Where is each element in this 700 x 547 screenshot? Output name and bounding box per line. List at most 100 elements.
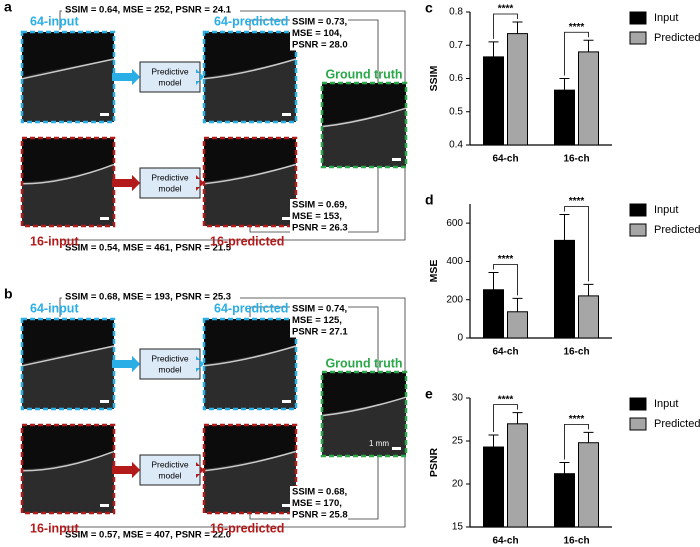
error-bar bbox=[583, 39, 594, 52]
error-bar bbox=[488, 41, 499, 57]
y-tick-label: 0 bbox=[457, 333, 463, 344]
label-bg bbox=[62, 529, 240, 542]
panel-label: d bbox=[425, 192, 434, 208]
y-tick-label: 30 bbox=[452, 393, 464, 404]
x-tick-label: 16-ch bbox=[563, 154, 589, 165]
tissue-texture bbox=[322, 397, 406, 456]
legend-label: Input bbox=[654, 398, 678, 410]
scale-bar bbox=[282, 400, 291, 403]
y-tick-label: 0.8 bbox=[449, 7, 463, 18]
error-bar bbox=[559, 78, 570, 91]
tissue-surface bbox=[21, 58, 115, 80]
tissue-texture bbox=[22, 346, 114, 409]
metrics-text: PSNR = 26.3 bbox=[292, 223, 348, 234]
tissue-surface bbox=[321, 107, 407, 128]
y-tick-label: 400 bbox=[446, 256, 463, 267]
error-bar bbox=[512, 21, 523, 34]
error-bar bbox=[488, 272, 499, 290]
legend-swatch bbox=[629, 417, 647, 431]
x-tick-label: 64-ch bbox=[492, 347, 518, 358]
scale-bar bbox=[100, 504, 109, 507]
scale-bar bbox=[392, 447, 401, 450]
image-label: 16-predicted bbox=[210, 521, 284, 535]
significance-label: **** bbox=[569, 22, 585, 33]
tissue-texture bbox=[22, 451, 114, 513]
metrics-text: MSE = 153, bbox=[292, 211, 342, 222]
image-border bbox=[202, 423, 298, 515]
significance-bracket bbox=[564, 206, 589, 282]
significance-label: **** bbox=[569, 414, 585, 425]
metrics-text: MSE = 104, bbox=[292, 28, 342, 39]
legend-swatch bbox=[629, 11, 647, 25]
image-label: 16-predicted bbox=[210, 234, 284, 248]
tissue-texture bbox=[204, 346, 296, 409]
label-bg bbox=[290, 497, 348, 509]
tissue-surface bbox=[21, 450, 115, 472]
panel-label: c bbox=[425, 0, 433, 16]
legend-label: Predicted bbox=[654, 32, 700, 44]
metrics-text: PSNR = 25.8 bbox=[292, 510, 348, 521]
image-label: 64-input bbox=[30, 14, 79, 28]
model-label: Predictive bbox=[151, 459, 189, 469]
label-bg bbox=[290, 16, 348, 28]
tissue-surface bbox=[203, 450, 297, 472]
y-tick-label: 200 bbox=[446, 294, 463, 305]
bar bbox=[554, 89, 575, 146]
tissue-surface bbox=[203, 345, 297, 367]
error-bar bbox=[512, 297, 523, 312]
significance-bracket bbox=[564, 31, 589, 76]
tissue-surface bbox=[21, 163, 115, 185]
label-bg bbox=[62, 242, 240, 255]
significance-bracket bbox=[564, 424, 589, 460]
image-label: 64-predicted bbox=[214, 14, 288, 28]
legend-label: Predicted bbox=[654, 224, 700, 236]
scale-label: 1 mm bbox=[369, 439, 389, 448]
tissue-texture bbox=[204, 59, 296, 122]
y-tick-label: 600 bbox=[446, 218, 463, 229]
error-bar bbox=[488, 434, 499, 448]
model-label: model bbox=[158, 183, 181, 193]
model-label: model bbox=[158, 77, 181, 87]
bar bbox=[578, 51, 599, 146]
label-bg bbox=[62, 291, 240, 304]
image-label: Ground truth bbox=[325, 356, 402, 370]
y-tick-label: 0.4 bbox=[449, 140, 463, 151]
legend-swatch bbox=[629, 31, 647, 45]
y-tick-label: 0.7 bbox=[449, 40, 463, 51]
x-tick-label: 16-ch bbox=[563, 536, 589, 547]
label-bg bbox=[290, 509, 348, 521]
label-bg bbox=[290, 486, 348, 498]
y-axis-label: SSIM bbox=[428, 65, 440, 91]
image-label: 16-input bbox=[30, 234, 79, 248]
significance-bracket bbox=[493, 404, 518, 432]
bar bbox=[507, 33, 528, 146]
error-bar bbox=[583, 283, 594, 296]
x-tick-label: 64-ch bbox=[492, 536, 518, 547]
image-label: Ground truth bbox=[325, 67, 402, 81]
metrics-text: MSE = 125, bbox=[292, 315, 342, 326]
legend-swatch bbox=[629, 203, 647, 217]
label-bg bbox=[290, 39, 348, 51]
image-label: 64-input bbox=[30, 301, 79, 315]
label-bg bbox=[290, 303, 348, 315]
arrow bbox=[112, 356, 140, 372]
error-bar bbox=[559, 462, 570, 474]
bar bbox=[507, 423, 528, 528]
significance-label: **** bbox=[498, 254, 514, 265]
scale-bar bbox=[100, 113, 109, 116]
scale-bar bbox=[282, 113, 291, 116]
bar bbox=[554, 239, 575, 339]
label-bg bbox=[290, 199, 348, 211]
tissue-texture bbox=[322, 108, 406, 167]
legend-label: Input bbox=[654, 12, 678, 24]
metrics-text: SSIM = 0.68, MSE = 193, PSNR = 25.3 bbox=[65, 292, 231, 303]
arrow bbox=[112, 175, 140, 191]
y-tick-label: 0.5 bbox=[449, 106, 463, 117]
scale-bar bbox=[282, 217, 291, 220]
y-axis-label: MSE bbox=[428, 260, 440, 283]
error-bar bbox=[583, 431, 594, 443]
connector bbox=[60, 456, 406, 528]
tissue-texture bbox=[22, 59, 114, 122]
panel-label: a bbox=[4, 0, 12, 15]
